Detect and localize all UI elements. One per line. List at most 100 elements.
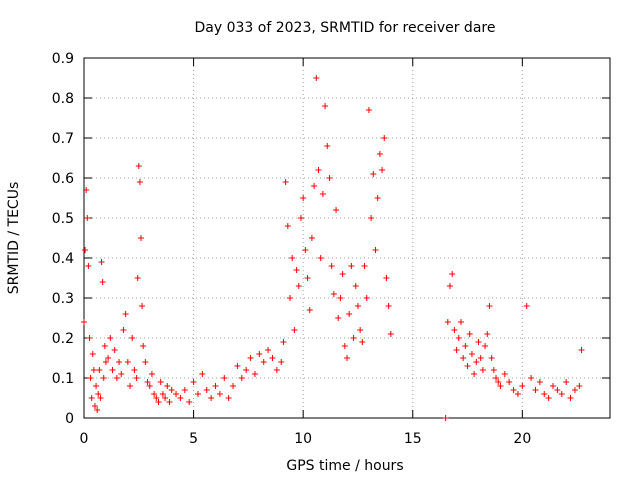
data-point	[468, 351, 475, 357]
data-point	[528, 375, 535, 381]
data-point	[247, 355, 254, 361]
data-point	[363, 295, 370, 301]
data-point	[225, 395, 232, 401]
data-point	[536, 379, 543, 385]
data-point	[136, 179, 143, 185]
data-point	[87, 375, 94, 381]
data-point	[365, 107, 372, 113]
data-point	[308, 235, 315, 241]
data-point	[306, 307, 313, 313]
data-point	[190, 379, 197, 385]
data-point	[120, 327, 127, 333]
data-point	[554, 387, 561, 393]
data-point	[497, 383, 504, 389]
data-point	[284, 223, 291, 229]
data-point	[186, 399, 193, 405]
data-point	[344, 355, 350, 361]
data-point	[101, 343, 108, 349]
data-point	[563, 379, 570, 385]
y-tick-label: 0.1	[52, 371, 74, 387]
data-point	[113, 375, 120, 381]
data-point	[506, 379, 513, 385]
y-tick-label: 0.9	[52, 51, 74, 67]
data-point	[453, 347, 460, 353]
y-tick-label: 0.7	[52, 131, 74, 147]
data-point	[238, 375, 245, 381]
data-point	[350, 335, 357, 341]
data-point	[578, 347, 585, 353]
data-point	[379, 167, 386, 173]
data-point	[295, 283, 302, 289]
data-point	[208, 395, 215, 401]
data-point	[173, 391, 180, 397]
data-point	[109, 367, 116, 373]
data-point	[93, 383, 100, 389]
data-point	[319, 191, 326, 197]
y-tick-label: 0.6	[52, 171, 74, 187]
data-point	[510, 387, 517, 393]
data-point	[532, 387, 539, 393]
data-point	[251, 371, 258, 377]
data-point	[269, 355, 276, 361]
data-point	[447, 283, 454, 289]
data-point	[473, 359, 480, 365]
data-point	[444, 319, 451, 325]
data-point	[370, 171, 377, 177]
data-point	[442, 415, 449, 421]
data-point	[99, 279, 106, 285]
data-point	[131, 367, 138, 373]
data-point	[317, 255, 324, 261]
data-point	[162, 395, 169, 401]
data-point	[194, 391, 201, 397]
data-point	[81, 319, 87, 325]
tick-layer: 0 0.1 0.2 0.3 0.4 0.5 0.6 0.7 0.8 0.9 0 5 10 15 20	[52, 51, 610, 447]
data-point	[151, 391, 158, 397]
y-tick-label: 0.5	[52, 211, 74, 227]
data-point	[341, 343, 348, 349]
points-layer	[81, 75, 585, 421]
data-point	[102, 359, 109, 365]
data-point	[105, 355, 112, 361]
data-point	[354, 303, 361, 309]
data-point	[203, 387, 210, 393]
x-tick-label: 5	[189, 431, 198, 447]
data-point	[177, 395, 184, 401]
y-tick-label: 0.3	[52, 291, 74, 307]
data-point	[372, 247, 379, 253]
data-point	[466, 331, 473, 337]
data-point	[322, 103, 329, 109]
x-tick-label: 0	[80, 431, 89, 447]
data-point	[280, 339, 287, 345]
data-point	[348, 263, 355, 269]
data-point	[330, 291, 337, 297]
data-point	[328, 263, 335, 269]
x-tick-label: 15	[404, 431, 422, 447]
data-point	[95, 391, 102, 397]
data-point	[273, 367, 280, 373]
data-point	[464, 363, 471, 369]
data-point	[493, 375, 500, 381]
data-point	[490, 367, 497, 373]
data-point	[545, 395, 552, 401]
data-point	[256, 351, 263, 357]
data-point	[368, 215, 375, 221]
data-point	[118, 371, 125, 377]
y-tick-label: 0	[65, 411, 74, 427]
y-tick-label: 0.2	[52, 331, 74, 347]
data-point	[302, 247, 309, 253]
data-point	[460, 355, 467, 361]
data-point	[230, 383, 237, 389]
data-point	[212, 383, 219, 389]
data-point	[326, 175, 333, 181]
data-point	[501, 371, 508, 377]
data-point	[291, 327, 298, 333]
data-point	[243, 367, 250, 373]
data-point	[333, 207, 340, 213]
data-point	[199, 371, 206, 377]
data-point	[387, 331, 394, 337]
x-tick-label: 10	[294, 431, 312, 447]
data-point	[449, 271, 456, 277]
data-point	[107, 335, 114, 341]
